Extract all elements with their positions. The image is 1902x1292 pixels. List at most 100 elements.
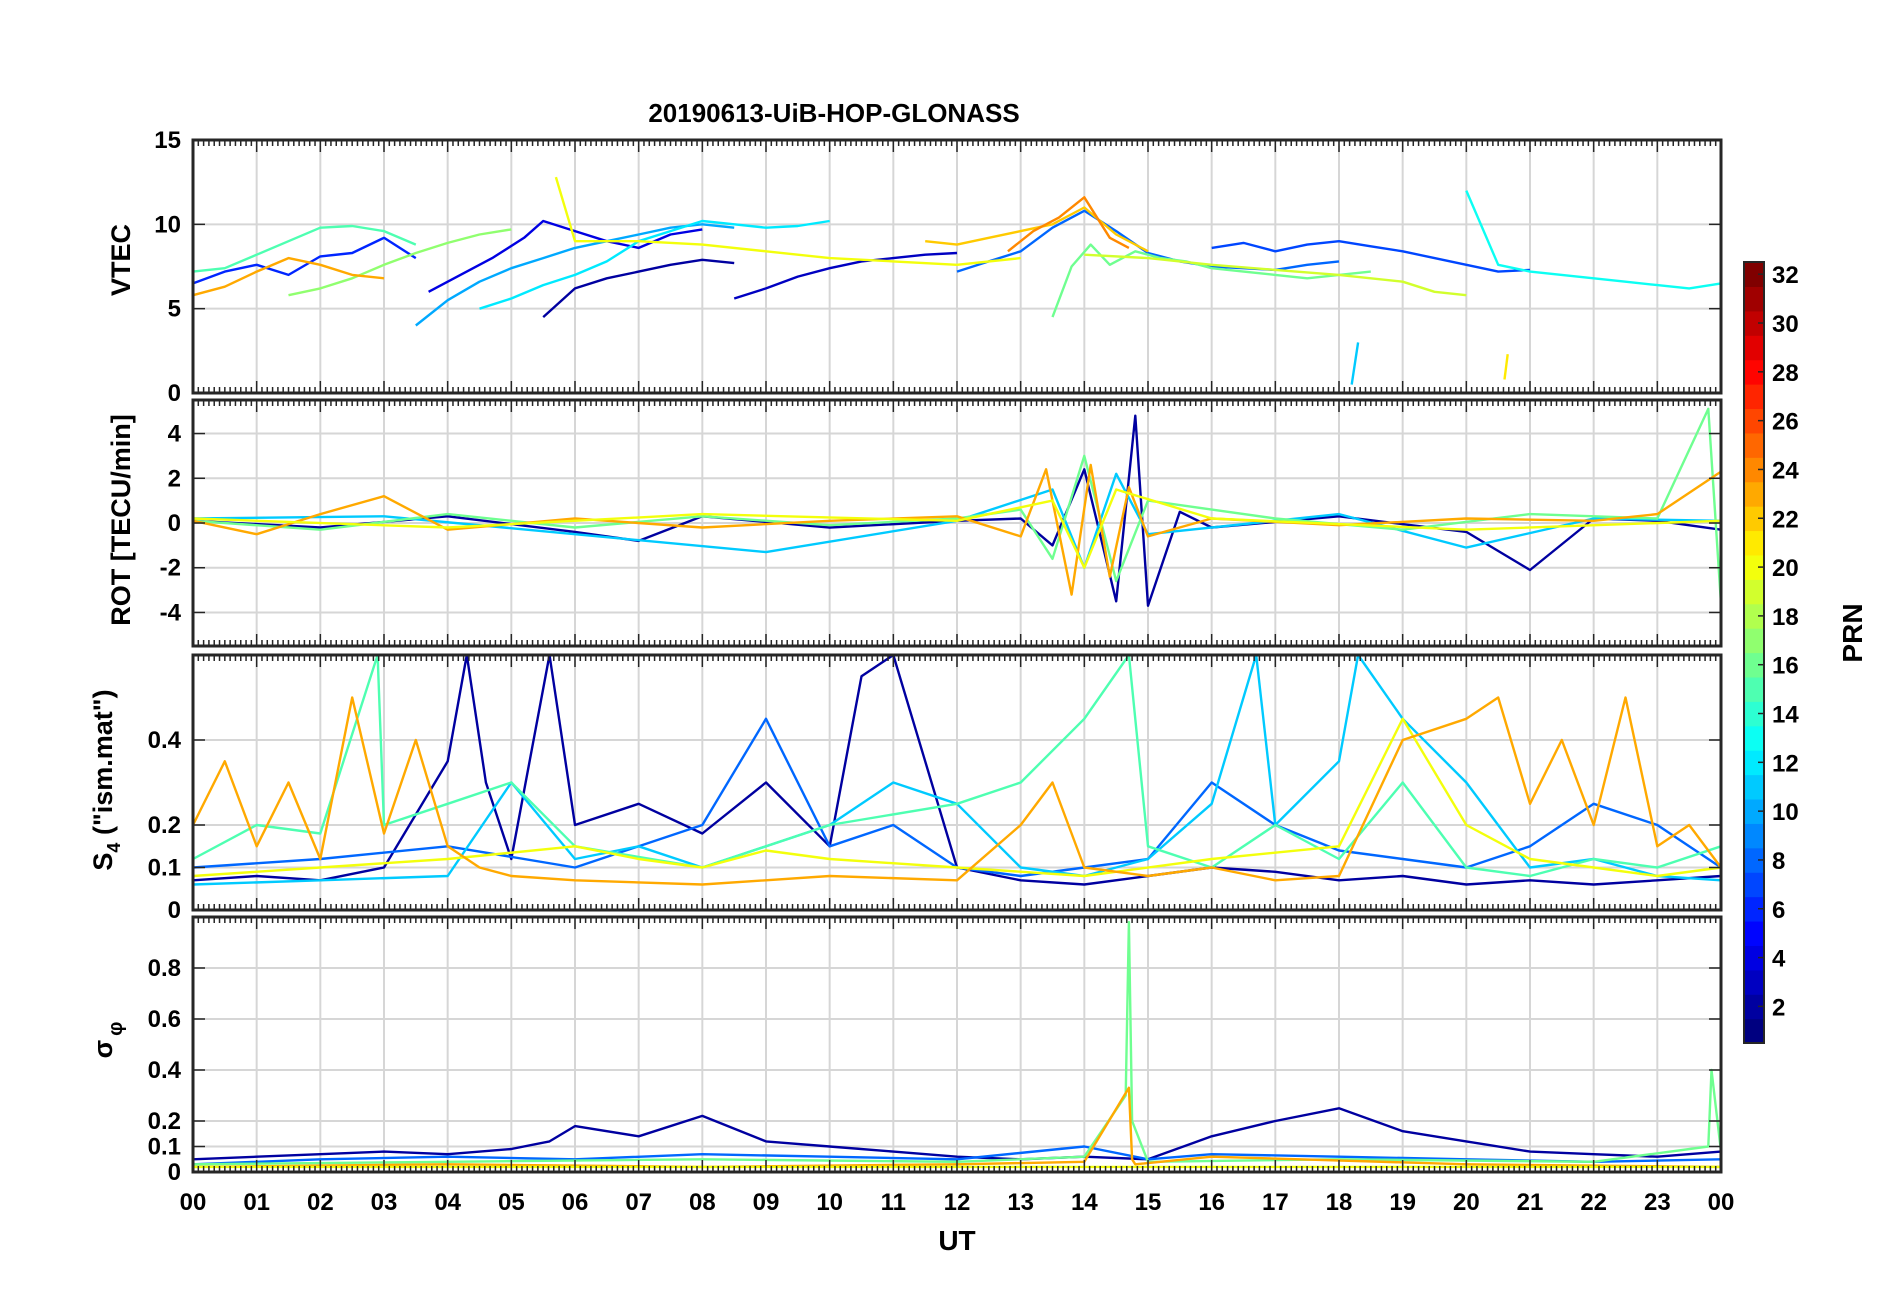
colorbar-frame: [1743, 261, 1765, 1044]
colorbar-tick-label: 22: [1772, 506, 1799, 533]
colorbar-tick-label: 4: [1772, 946, 1786, 973]
sigma_phi-ytick-label: 0.1: [148, 1134, 181, 1161]
colorbar-swatch: [1744, 286, 1764, 312]
vtec-panel: 0 5 10 15: [154, 127, 1723, 407]
colorbar-tick-label: 18: [1772, 604, 1799, 631]
colorbar-tick-label: 30: [1772, 311, 1799, 338]
colorbar-tick-label: 20: [1772, 555, 1799, 582]
sigma_phi-ytick-label: 0.6: [148, 1006, 181, 1033]
x-tick-label: 19: [1389, 1189, 1416, 1216]
vtec-axes-box: [191, 138, 1723, 395]
s4-series-prn-23: [191, 696, 1722, 886]
colorbar-tick-label: 26: [1772, 409, 1799, 436]
vtec-ylabel: VTEC: [106, 224, 136, 296]
x-tick-label: 11: [881, 1189, 906, 1216]
colorbar-tick-label: 2: [1772, 994, 1785, 1021]
colorbar-swatch: [1744, 774, 1764, 800]
rot-series-prn-16: [192, 407, 1723, 604]
x-axis-label: UT: [938, 1225, 975, 1256]
colorbar-swatch: [1744, 432, 1764, 458]
colorbar-swatch: [1744, 457, 1764, 483]
x-tick-label: 13: [1007, 1189, 1034, 1216]
s4-series-prn-2: [192, 653, 1722, 886]
x-tick-label: 20: [1453, 1189, 1480, 1216]
colorbar-tick-label: 10: [1772, 799, 1799, 826]
x-tick-label: 06: [562, 1189, 589, 1216]
sigma-phi-panel: 00.10.2 0.4 0.6 0.8: [148, 915, 1723, 1186]
vtec-series-prn-15: [192, 224, 417, 273]
vtec-ytick-label: 15: [154, 127, 181, 154]
x-tick-label: 09: [753, 1189, 780, 1216]
colorbar-swatch: [1744, 676, 1764, 702]
s4-ylabel-main: S: [88, 853, 118, 871]
colorbar-swatch: [1744, 359, 1764, 385]
x-tick-label: 17: [1262, 1189, 1289, 1216]
vtec-series-prn-24: [1007, 196, 1130, 253]
colorbar-swatch: [1744, 945, 1764, 971]
colorbar-tick-label: 8: [1772, 848, 1785, 875]
colorbar-tick-label: 16: [1772, 653, 1799, 680]
vtec-series-prn-13: [1465, 190, 1722, 290]
colorbar-label: PRN: [1837, 603, 1868, 662]
colorbar-swatch: [1744, 628, 1764, 654]
rot-series-prn-20: [192, 488, 1722, 569]
x-tick-label: 14: [1071, 1189, 1098, 1216]
s4-ytick-label: 0: [168, 897, 181, 924]
colorbar-swatch: [1744, 262, 1764, 288]
sigma_phi-ytick-label: 0.2: [148, 1108, 181, 1135]
sigma-ylabel-sub: φ: [105, 1022, 127, 1036]
vtec-series-prn-23: [192, 256, 385, 297]
vtec-series-prn-7: [1211, 239, 1531, 273]
colorbar-swatch: [1744, 823, 1764, 849]
colorbar-swatch: [1744, 920, 1764, 946]
x-tick-label: 18: [1326, 1189, 1353, 1216]
colorbar-tick-label: 12: [1772, 750, 1799, 777]
vtec-series-prn-20: [554, 176, 1021, 266]
vtec-series-prn-11: [1350, 342, 1360, 385]
x-tick-label: 02: [307, 1189, 334, 1216]
s4-ytick-label: 0.4: [148, 727, 182, 754]
colorbar-swatch: [1744, 652, 1764, 678]
rot-ytick-label: 0: [168, 510, 181, 537]
rot-panel: -4 -2 0 2 4: [160, 398, 1723, 648]
s4-ylabel-sub: 4: [104, 843, 124, 853]
x-tick-label: 22: [1580, 1189, 1607, 1216]
x-tick-label: 12: [944, 1189, 971, 1216]
rot-ytick-label: -2: [160, 555, 181, 582]
colorbar-swatch: [1744, 847, 1764, 873]
colorbar-swatch: [1744, 310, 1764, 336]
sigma_phi-axes-box: [191, 915, 1723, 1174]
vtec-series-prn-21: [1503, 354, 1509, 380]
s4-ylabel-rest: ("ism.mat"): [88, 689, 118, 842]
colorbar-swatch: [1744, 408, 1764, 434]
chart-title: 20190613-UiB-HOP-GLONASS: [648, 98, 1019, 128]
x-tick-labels: 00 01 02 03 04 05 06 07 08 09 10 11 12 13 14 15 16 17 18 19…: [180, 1189, 1735, 1216]
colorbar-swatch: [1744, 701, 1764, 727]
rot-ytick-label: -4: [160, 599, 182, 626]
sigma_phi-ytick-label: 0: [168, 1159, 181, 1186]
x-tick-label: 00: [180, 1189, 207, 1216]
colorbar-tick-label: 6: [1772, 897, 1785, 924]
colorbar-swatch: [1744, 554, 1764, 580]
vtec-ytick-label: 10: [154, 211, 181, 238]
x-tick-label: 07: [625, 1189, 652, 1216]
colorbar-swatch: [1744, 994, 1764, 1020]
rot-ylabel: ROT [TECU/min]: [106, 414, 136, 625]
colorbar-tick-label: 32: [1772, 262, 1799, 289]
x-tick-label: 08: [689, 1189, 716, 1216]
colorbar-swatch: [1744, 1018, 1764, 1044]
vtec-series-prn-22: [925, 206, 1149, 253]
s4-ytick-label: 0.1: [148, 855, 181, 882]
sigma_phi-series-prn-16: [192, 920, 1723, 1166]
x-tick-label: 03: [371, 1189, 398, 1216]
sigma_phi-series-prn-2: [192, 1107, 1722, 1161]
colorbar-swatch: [1744, 579, 1764, 605]
vtec-series-prn-6: [192, 236, 417, 285]
s4-panel: 0 0.1 0.2 0.4: [148, 653, 1723, 924]
x-tick-label: 23: [1644, 1189, 1671, 1216]
s4-ylabel: S4 ("ism.mat"): [88, 689, 124, 870]
colorbar-swatch: [1744, 506, 1764, 532]
vtec-series-prn-19: [1084, 253, 1467, 297]
